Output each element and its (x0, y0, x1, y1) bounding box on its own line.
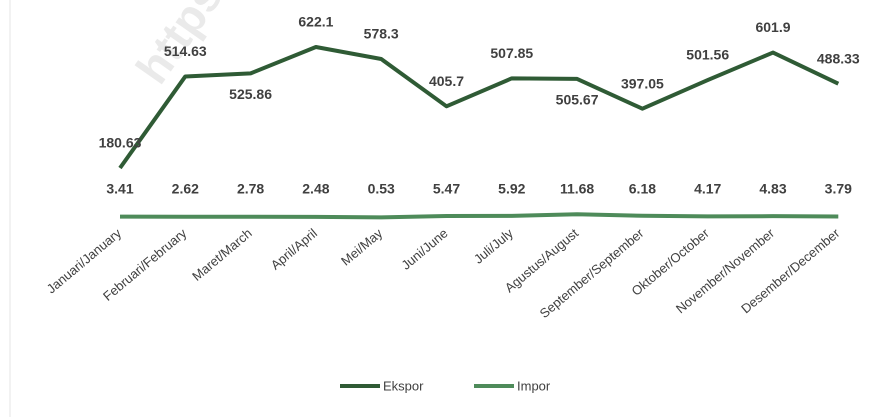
x-tick-label: Juni/June (398, 225, 450, 272)
value-label: 397.05 (621, 75, 664, 91)
value-label: 5.92 (498, 181, 525, 197)
value-label: 3.41 (106, 181, 133, 197)
x-tick-label: Juli/July (471, 225, 516, 267)
value-label: 3.79 (825, 181, 852, 197)
value-label: 5.47 (433, 181, 460, 197)
legend-label: Ekspor (383, 378, 424, 393)
value-label: 525.86 (229, 86, 272, 102)
x-tick-label: April/April (268, 225, 320, 272)
value-label: 4.17 (694, 181, 721, 197)
value-label: 2.48 (302, 181, 329, 197)
value-label: 2.78 (237, 181, 264, 197)
legend-label: Impor (517, 378, 551, 393)
x-tick-label: Maret/March (189, 225, 255, 283)
value-label: 488.33 (817, 50, 860, 66)
value-label: 405.7 (429, 73, 464, 89)
x-tick-label: Mei/May (338, 225, 386, 268)
value-label: 180.63 (99, 135, 142, 151)
value-label: 514.63 (164, 43, 207, 59)
line (119, 212, 839, 220)
value-label: 11.68 (560, 181, 594, 197)
value-label: 601.9 (755, 19, 790, 35)
value-label: 6.18 (629, 181, 656, 197)
value-label: 507.85 (490, 45, 533, 61)
line (118, 45, 840, 170)
x-tick-label: September/September (537, 225, 647, 321)
value-label: 622.1 (298, 14, 333, 30)
value-label: 4.83 (759, 181, 786, 197)
value-label: 505.67 (556, 92, 599, 108)
value-label: 501.56 (686, 47, 729, 63)
value-label: 2.62 (172, 181, 199, 197)
value-label: 578.3 (364, 26, 399, 42)
value-label: 0.53 (368, 181, 395, 197)
